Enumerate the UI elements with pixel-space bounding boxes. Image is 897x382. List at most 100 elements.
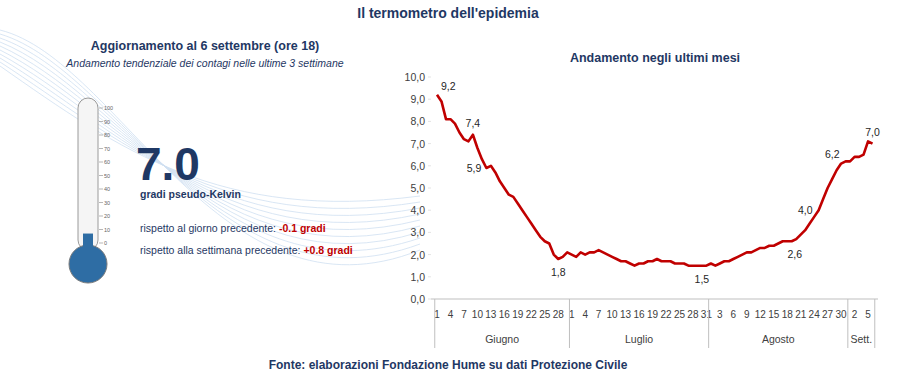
- x-tick-label: 10: [607, 309, 619, 320]
- y-tick: [428, 232, 431, 233]
- unit-label: gradi pseudo-Kelvin: [140, 188, 241, 200]
- annotation: rispetto alla settimana precedente: +0.8…: [140, 244, 353, 256]
- y-tick-label: 3,0: [410, 226, 425, 238]
- data-label: 1,8: [551, 266, 566, 278]
- tick-label: 20: [104, 213, 110, 219]
- y-tick-label: 6,0: [410, 160, 425, 172]
- y-tick-label: 2,0: [410, 249, 425, 261]
- y-tick: [428, 77, 431, 78]
- x-tick-label: 18: [782, 309, 794, 320]
- data-label: 7,4: [466, 117, 481, 129]
- x-tick-label: 5: [865, 309, 871, 320]
- annotation-change: -0.1 gradi: [279, 222, 326, 234]
- swirl: [0, 50, 420, 230]
- x-tick-label: 4: [448, 309, 454, 320]
- y-tick: [428, 99, 431, 100]
- panel-subtitle: Andamento tendenziale dei contagi nelle …: [65, 57, 343, 69]
- tick: [99, 121, 103, 122]
- plot-area: [437, 95, 873, 266]
- y-tick-label: 8,0: [410, 115, 425, 127]
- x-tick-label: 7: [461, 309, 467, 320]
- tick-label: 50: [104, 173, 110, 179]
- month-label: Agosto: [762, 333, 795, 345]
- x-tick-label: 13: [485, 309, 497, 320]
- background: [0, 0, 897, 382]
- month-separator: [874, 299, 875, 348]
- x-tick-label: 21: [795, 309, 807, 320]
- tick-label: 80: [104, 132, 110, 138]
- line: [437, 95, 873, 266]
- tick-label: 30: [104, 200, 110, 206]
- y-tick: [428, 165, 431, 166]
- month-label: Sett.: [851, 333, 873, 345]
- x-tick-label: 15: [768, 309, 780, 320]
- month-separator: [434, 299, 435, 348]
- x-tick-label: 3: [717, 309, 723, 320]
- tick: [99, 148, 103, 149]
- tick-label: 60: [104, 159, 110, 165]
- swirl: [0, 38, 420, 251]
- tick: [99, 175, 103, 176]
- swirl: [0, 66, 420, 201]
- annotation-text: rispetto al giorno precedente:: [140, 222, 279, 234]
- data-label: 1,5: [695, 273, 710, 285]
- x-tick-label: 9: [744, 309, 750, 320]
- tick: [99, 202, 103, 203]
- x-tick-label: 19: [512, 309, 524, 320]
- x-tick-label: 30: [836, 309, 848, 320]
- swirl: [0, 30, 420, 265]
- data-label: 5,9: [467, 162, 482, 174]
- y-tick: [428, 210, 431, 211]
- tick-label: 10: [104, 227, 110, 233]
- decoration: [0, 30, 420, 265]
- y-tick-label: 5,0: [410, 182, 425, 194]
- big-value: 7.0: [136, 138, 200, 190]
- x-tick-label: 10: [472, 309, 484, 320]
- x-tick-label: 19: [647, 309, 659, 320]
- tick: [99, 229, 103, 230]
- x-tick-label: 22: [526, 309, 538, 320]
- swirl: [0, 58, 420, 215]
- y-tick: [428, 299, 431, 300]
- x-tick-label: 27: [822, 309, 834, 320]
- tick-label: 40: [104, 186, 110, 192]
- source: Fonte: elaborazioni Fondazione Hume su d…: [269, 358, 628, 372]
- swirl: [0, 34, 420, 258]
- annotation: rispetto al giorno precedente: -0.1 grad…: [140, 222, 326, 234]
- y-tick-label: 1,0: [410, 271, 425, 283]
- x-tick-label: 4: [582, 309, 588, 320]
- chart-root: Il termometro dell'epidemiaAggiornamento…: [0, 0, 897, 382]
- month-label: Luglio: [625, 333, 653, 345]
- thermometer-tube: [78, 98, 98, 250]
- y-tick: [428, 276, 431, 277]
- data-label: 7,0: [865, 126, 880, 138]
- x-tick-label: 6: [731, 309, 737, 320]
- tick: [99, 108, 103, 109]
- x-tick-label: 16: [633, 309, 645, 320]
- swirl: [0, 62, 420, 208]
- month-separator: [569, 299, 570, 348]
- x-tick-label: 31: [701, 309, 713, 320]
- y-tick-label: 7,0: [410, 138, 425, 150]
- data-label: 2,6: [787, 248, 802, 260]
- x-tick-label: 13: [620, 309, 632, 320]
- tick: [99, 243, 103, 244]
- tick-label: 0: [104, 240, 107, 246]
- annotation-text: rispetto alla settimana precedente:: [140, 244, 303, 256]
- y-tick: [428, 121, 431, 122]
- month-separator: [708, 299, 709, 348]
- tick: [99, 216, 103, 217]
- tick: [99, 162, 103, 163]
- x-axis: [431, 299, 878, 300]
- x-tick-label: 28: [687, 309, 699, 320]
- panel-title: Aggiornamento al 6 settembre (ore 18): [91, 39, 320, 53]
- data-label: 6,2: [825, 148, 840, 160]
- y-tick: [428, 254, 431, 255]
- tick: [99, 135, 103, 136]
- annotation-change: +0.8 gradi: [303, 244, 352, 256]
- y-tick-label: 9,0: [410, 93, 425, 105]
- x-tick-label: 12: [755, 309, 767, 320]
- tick: [99, 189, 103, 190]
- tick-label: 90: [104, 119, 110, 125]
- swirl: [0, 42, 420, 244]
